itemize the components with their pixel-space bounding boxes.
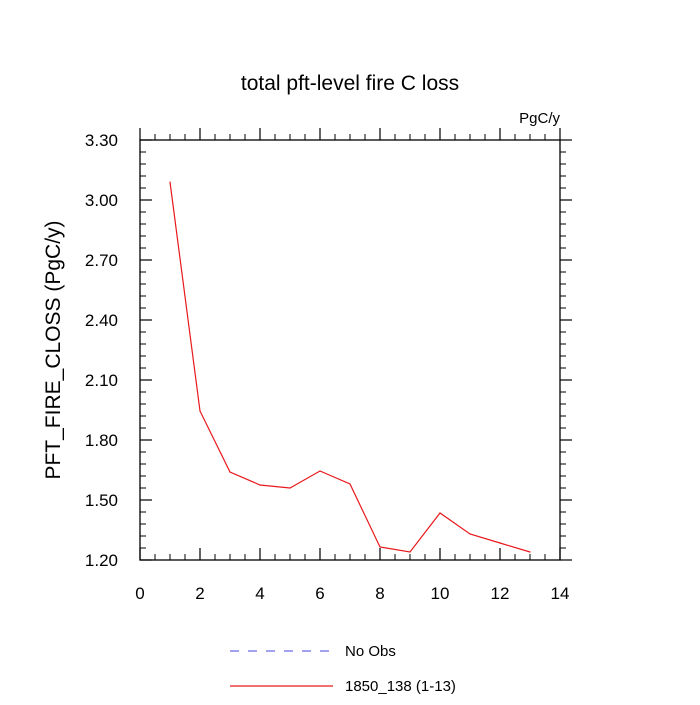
chart-title: total pft-level fire C loss xyxy=(241,72,459,95)
legend-label: 1850_138 (1-13) xyxy=(345,678,456,695)
data-point xyxy=(319,470,321,472)
plot-border xyxy=(139,139,561,561)
x-axis-ticks: 0 2 4 6 8 10 12 14 xyxy=(135,128,569,603)
y-axis-label: PFT_FIRE_CLOSS (PgC/y) xyxy=(42,220,65,479)
x-tick-label: 14 xyxy=(551,584,570,603)
legend: No Obs 1850_138 (1-13) xyxy=(230,643,456,695)
data-point xyxy=(289,487,291,489)
series-layer xyxy=(169,181,531,553)
x-tick-label: 0 xyxy=(135,584,144,603)
y-tick-label: 1.20 xyxy=(85,551,118,570)
y-tick-label: 2.70 xyxy=(85,251,118,270)
y-tick-label: 1.50 xyxy=(85,491,118,510)
data-point xyxy=(169,181,171,183)
data-point xyxy=(229,471,231,473)
data-point xyxy=(439,512,441,514)
x-tick-label: 6 xyxy=(315,584,324,603)
y-tick-label: 2.40 xyxy=(85,311,118,330)
y-tick-label: 3.30 xyxy=(85,131,118,150)
data-point xyxy=(199,410,201,412)
data-point xyxy=(529,551,531,553)
x-tick-label: 2 xyxy=(195,584,204,603)
y-tick-label: 2.10 xyxy=(85,371,118,390)
units-label: PgC/y xyxy=(519,110,560,127)
data-point xyxy=(259,484,261,486)
plot-frame xyxy=(139,139,561,561)
x-tick-label: 4 xyxy=(255,584,264,603)
series-line xyxy=(169,181,531,553)
data-point xyxy=(349,483,351,485)
x-tick-label: 8 xyxy=(375,584,384,603)
y-axis-ticks: 1.20 1.50 1.80 2.10 2.40 2.70 3.00 3.30 xyxy=(85,131,572,570)
y-tick-label: 1.80 xyxy=(85,431,118,450)
data-point xyxy=(409,551,411,553)
y-tick-label: 3.00 xyxy=(85,191,118,210)
x-tick-label: 12 xyxy=(491,584,510,603)
data-point xyxy=(499,542,501,544)
data-point xyxy=(469,533,471,535)
legend-label: No Obs xyxy=(345,643,396,660)
data-point xyxy=(379,546,381,548)
x-tick-label: 10 xyxy=(431,584,450,603)
